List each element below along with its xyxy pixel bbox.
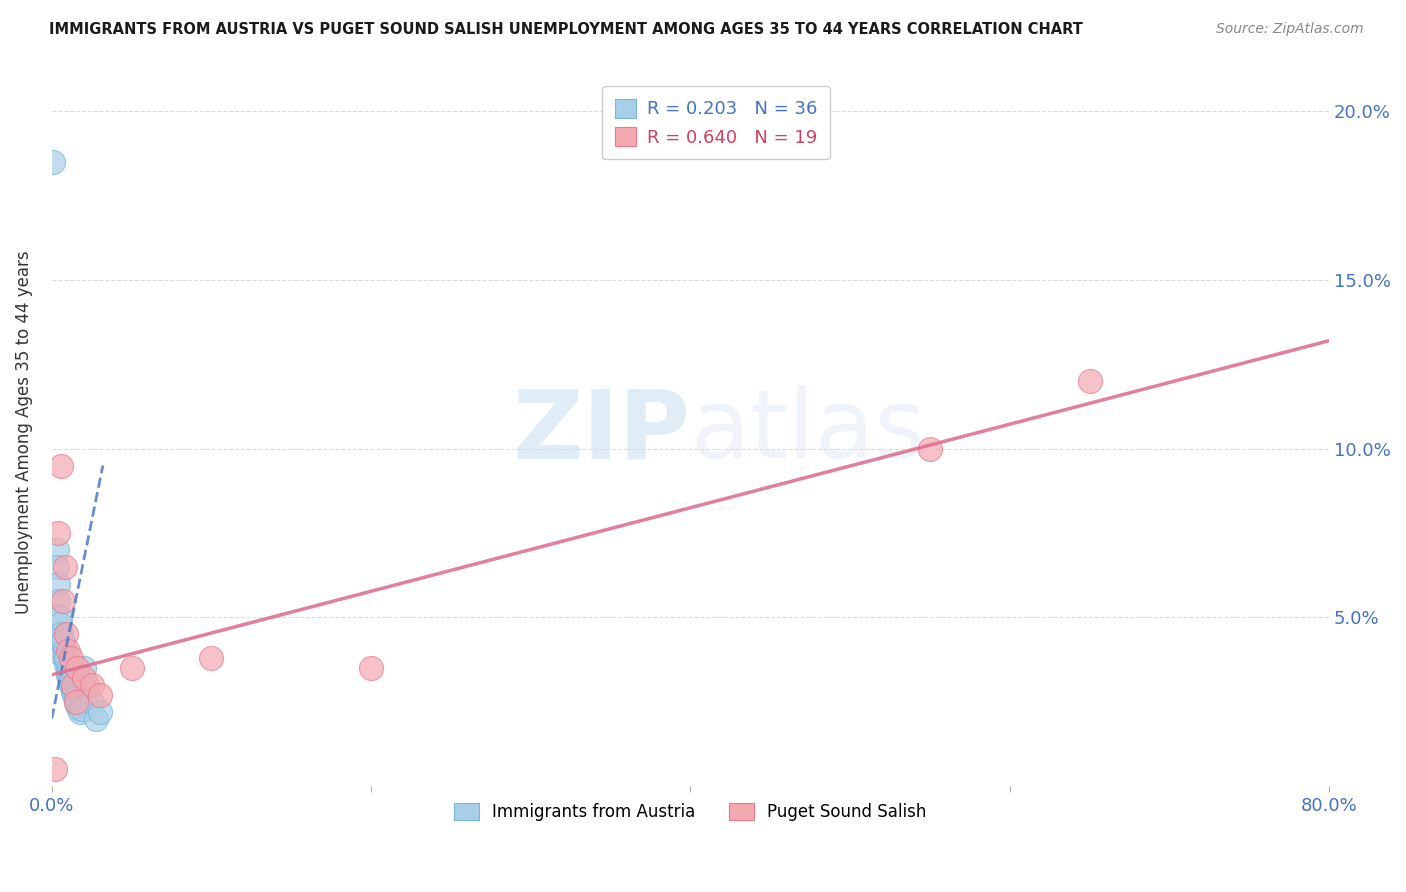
Point [1078,374,1101,388]
Point [65,695,87,709]
Point [55,627,77,641]
Point [73,661,96,675]
Y-axis label: Unemployment Among Ages 35 to 44 years: Unemployment Among Ages 35 to 44 years [15,250,32,614]
Point [45,559,67,574]
Point [918,442,941,456]
Point [76,678,98,692]
Point [53,644,76,658]
Point [80,678,103,692]
Point [48,610,70,624]
Point [67,701,90,715]
Point [73,671,96,685]
Point [42,154,65,169]
Point [121,661,143,675]
Point [80,695,103,709]
Point [70,701,93,715]
Point [46,576,69,591]
Point [58,665,80,679]
Point [46,593,69,607]
Point [53,651,76,665]
Point [360,661,382,675]
Point [52,637,75,651]
Point [59,651,82,665]
Point [65,691,87,706]
Point [200,651,222,665]
Point [63,688,86,702]
Text: ZIP: ZIP [513,385,690,478]
Point [56,644,79,658]
Text: Source: ZipAtlas.com: Source: ZipAtlas.com [1216,22,1364,37]
Point [44,762,66,776]
Point [48,617,70,632]
Point [62,681,84,696]
Point [45,542,67,557]
Point [52,593,75,607]
Point [59,678,82,692]
Point [53,559,76,574]
Point [51,631,73,645]
Point [52,634,75,648]
Point [44,644,66,658]
Legend: R = 0.203   N = 36, R = 0.640   N = 19: R = 0.203 N = 36, R = 0.640 N = 19 [602,87,830,160]
Point [56,661,79,675]
Point [62,678,84,692]
Point [56,667,79,681]
Point [62,684,84,698]
Point [59,674,82,689]
Point [66,698,89,713]
Point [86,712,108,726]
Point [58,671,80,685]
Text: atlas: atlas [690,385,925,478]
Point [46,526,69,541]
Point [65,695,87,709]
Point [55,657,77,672]
Point [89,705,111,719]
Point [55,651,77,665]
Text: IMMIGRANTS FROM AUSTRIA VS PUGET SOUND SALISH UNEMPLOYMENT AMONG AGES 35 TO 44 Y: IMMIGRANTS FROM AUSTRIA VS PUGET SOUND S… [49,22,1083,37]
Point [69,705,91,719]
Point [89,688,111,702]
Point [66,661,89,675]
Point [51,627,73,641]
Point [51,458,73,473]
